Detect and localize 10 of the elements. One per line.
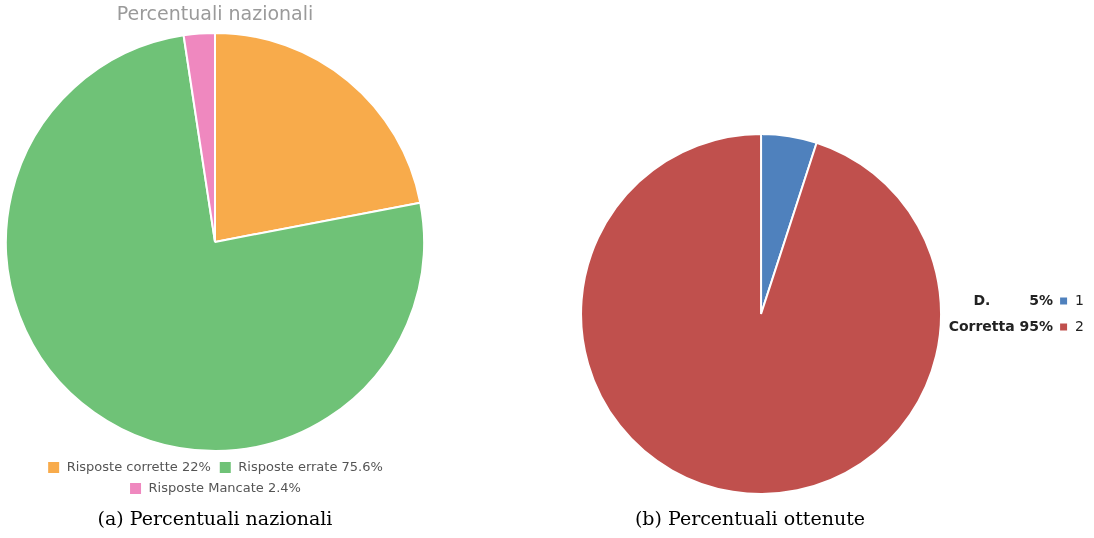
legend-label: Risposte Mancate 2.4% — [148, 479, 301, 495]
text: (b) Percentuali ottenute — [633, 507, 867, 529]
text: D. 5% — [973, 291, 1054, 308]
text: (a) Percentuali nazionali — [96, 507, 334, 529]
legend-label: Risposte errate 75.6% — [238, 458, 383, 474]
text: Corretta 95% — [948, 317, 1054, 334]
legend-label: 1 — [1075, 291, 1085, 308]
chart-title: Percentuali nazionali — [116, 2, 314, 25]
legend-label: Risposte corrette 22% — [66, 458, 211, 474]
legend-label: 2 — [1075, 317, 1085, 334]
